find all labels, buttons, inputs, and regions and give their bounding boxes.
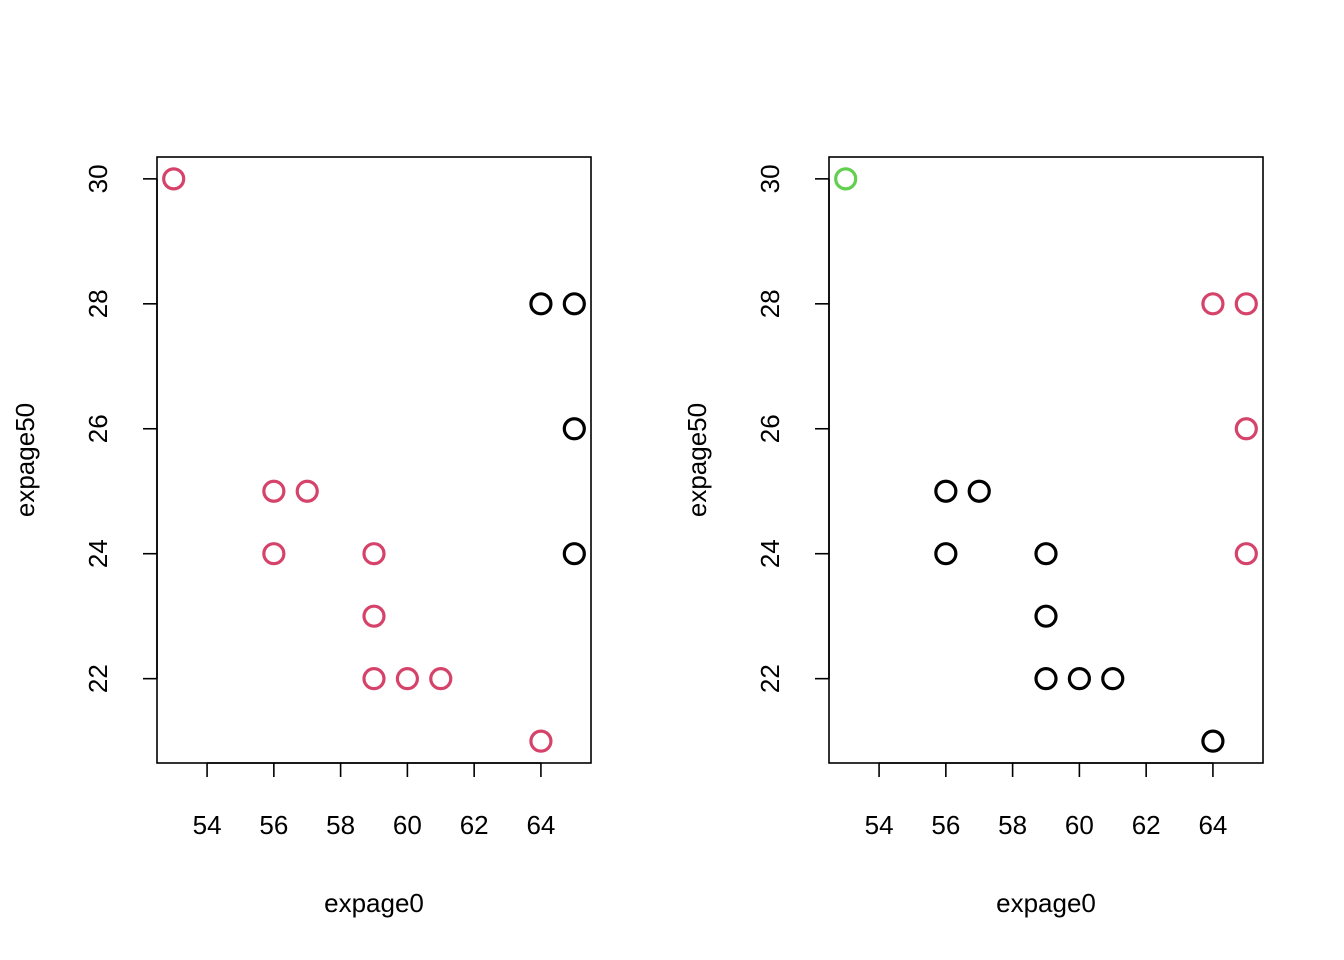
data-point [262,542,286,566]
y-tick-label: 22 [755,664,785,693]
y-tick-label: 22 [83,664,113,693]
data-point [529,729,553,753]
y-axis-label: expage50 [10,403,40,517]
data-point [934,479,958,503]
x-tick-label: 56 [931,810,960,840]
data-point [162,167,186,191]
x-tick-label: 64 [526,810,555,840]
x-tick-label: 64 [1198,810,1227,840]
x-tick-label: 60 [1065,810,1094,840]
data-point [1034,604,1058,628]
data-point [1234,417,1258,441]
data-point [1034,542,1058,566]
data-point [967,479,991,503]
data-point [1201,292,1225,316]
x-axis-label: expage0 [324,888,424,918]
x-tick-label: 54 [865,810,894,840]
y-tick-label: 24 [83,539,113,568]
data-point [262,479,286,503]
y-tick-label: 24 [755,539,785,568]
y-tick-label: 26 [755,414,785,443]
x-tick-label: 54 [193,810,222,840]
y-tick-label: 30 [755,164,785,193]
data-point [395,667,419,691]
data-point [362,604,386,628]
x-tick-label: 62 [460,810,489,840]
data-point [1234,542,1258,566]
data-point [1234,292,1258,316]
x-tick-label: 56 [259,810,288,840]
y-tick-label: 26 [83,414,113,443]
data-point [834,167,858,191]
y-tick-label: 30 [83,164,113,193]
data-point [362,542,386,566]
data-point [1034,667,1058,691]
data-point [934,542,958,566]
data-point [562,542,586,566]
data-point [529,292,553,316]
plot-frame [828,156,1264,764]
data-point [362,667,386,691]
data-point [1201,729,1225,753]
data-point [1101,667,1125,691]
data-point [429,667,453,691]
data-point [562,417,586,441]
y-axis-label: expage50 [682,403,712,517]
x-tick-label: 62 [1132,810,1161,840]
data-point [295,479,319,503]
data-point [1067,667,1091,691]
data-point [562,292,586,316]
x-tick-label: 58 [326,810,355,840]
x-tick-label: 60 [393,810,422,840]
x-axis-label: expage0 [996,888,1096,918]
x-tick-label: 58 [998,810,1027,840]
scatter-panel-right: 54 56 58 60 62 64 22 24 26 28 30 expage0 expage50 [682,156,1264,918]
y-tick-label: 28 [83,289,113,318]
scatter-panel-left: 54 56 58 60 62 64 22 24 26 28 30 expage0 expage50 [10,156,592,918]
y-tick-label: 28 [755,289,785,318]
plot-frame [156,156,592,764]
